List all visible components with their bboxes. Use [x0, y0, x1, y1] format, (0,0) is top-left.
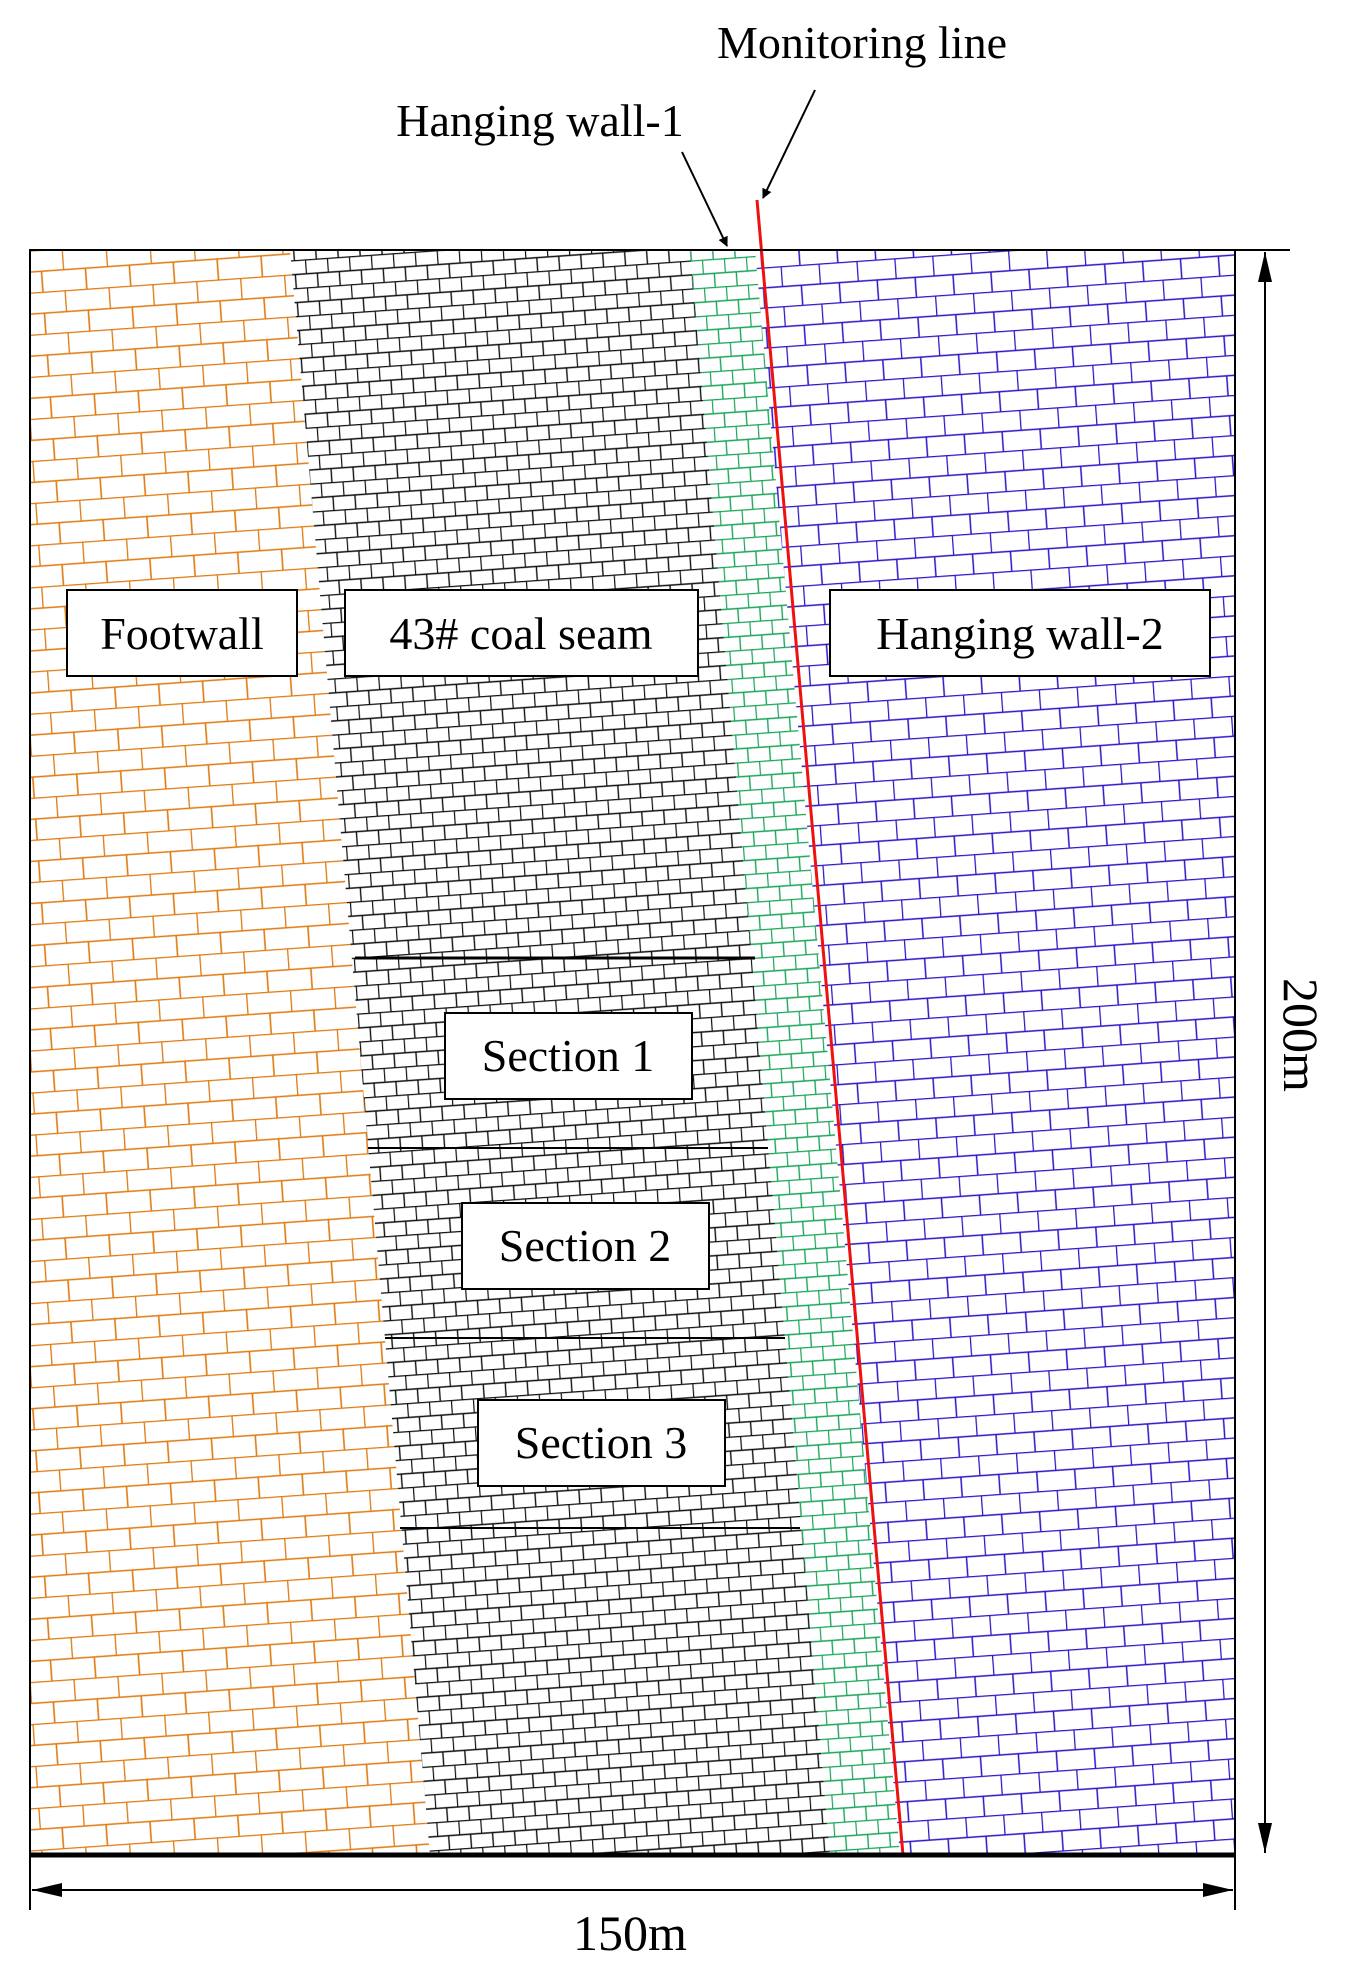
hanging-wall-1-arrow	[681, 151, 728, 247]
coal-seam-label: 43# coal seam	[389, 608, 652, 659]
height-dimension-label: 200m	[1273, 978, 1329, 1092]
footwall-label: Footwall	[100, 608, 264, 659]
coal-seam-label-box	[344, 589, 699, 677]
footwall-label-box	[66, 589, 298, 677]
section-2-box	[461, 1202, 710, 1290]
monitoring-line-label: Monitoring line	[717, 17, 1007, 68]
section-2-label: Section 2	[499, 1220, 671, 1271]
width-dimension-label: 150m	[573, 1905, 687, 1961]
monitoring-line-arrow	[762, 89, 816, 199]
hanging-wall-2-label: Hanging wall-2	[876, 608, 1163, 659]
section-3-label: Section 3	[515, 1417, 687, 1468]
hanging-wall-1-label: Hanging wall-1	[396, 95, 683, 146]
section-1-label: Section 1	[482, 1030, 654, 1081]
section-1-box	[444, 1012, 693, 1100]
hanging-wall-1-zone	[690, 250, 900, 1855]
hanging-wall-2-label-box	[829, 589, 1211, 677]
monitoring-line	[755, 199, 905, 1856]
section-3-box	[477, 1399, 726, 1487]
